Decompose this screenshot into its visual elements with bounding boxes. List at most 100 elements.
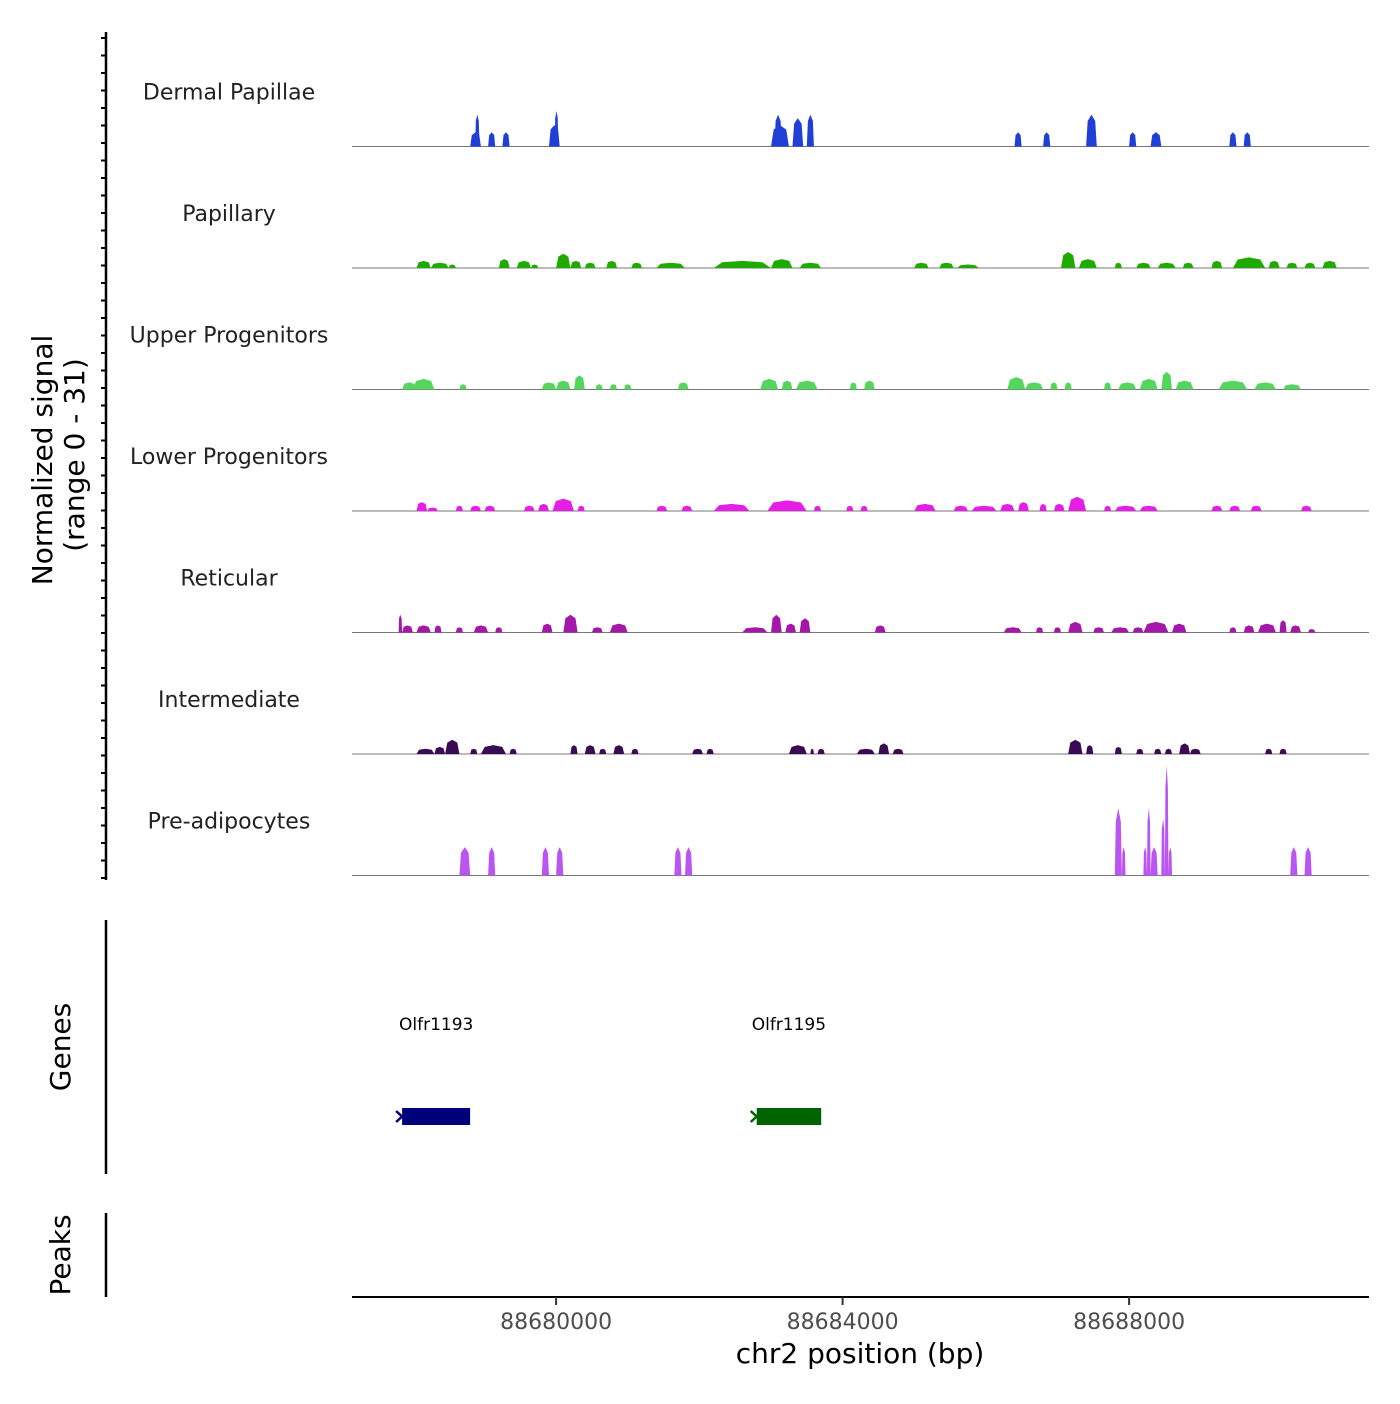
signal-peak [713,260,771,268]
signal-peak [416,748,435,754]
signal-peak [1078,259,1097,268]
signal-peak [971,505,997,511]
signal-peak [488,847,496,876]
signal-peak [484,505,496,511]
gene-strand-arrow [395,1110,404,1123]
signal-peak [563,614,578,633]
signal-peak [799,262,822,268]
signal-peak [1025,382,1044,390]
signal-peak [1304,847,1312,876]
signal-peak [455,627,463,633]
genes-panel-label: Genes [44,1003,77,1091]
signal-peak [398,614,403,633]
signal-peak [1136,748,1144,754]
signal-peak [1114,808,1122,876]
signal-peak [516,260,531,268]
track-papillary: Papillary [182,202,1369,269]
signal-peak [796,380,818,390]
signal-peak [1111,627,1130,633]
y-axis-title: Normalized signal (range 0 - 31) [26,335,91,586]
signal-peak [609,384,617,390]
signal-peak [1118,382,1137,390]
signal-peak [1143,847,1147,876]
signal-peak [470,505,481,511]
gene-label: Olfr1195 [752,1015,826,1035]
signal-peak [556,847,564,876]
signal-peak [509,748,517,754]
signal-peak [459,847,471,876]
signal-peak [1000,503,1015,511]
signal-peak [556,253,571,268]
signal-peak [488,132,496,147]
signal-peak [1268,260,1280,268]
signal-peak [1064,382,1072,390]
signal-peak [613,745,625,754]
signal-peak [577,505,585,511]
signal-peak [1114,746,1122,754]
signal-peak [781,380,793,390]
signal-peak [914,503,936,511]
signal-peak [473,625,489,633]
signal-peak [1003,627,1022,633]
signal-peak [874,625,886,633]
signal-peak [570,260,582,268]
signal-peak [774,114,782,147]
signal-peak [554,111,559,147]
signal-peak [1232,257,1266,268]
signal-peak [502,132,510,147]
signal-peak [570,745,578,754]
signal-peak [1168,847,1172,876]
signal-peak [860,505,868,511]
signal-peak [1043,132,1051,147]
signal-peak [1290,847,1298,876]
signal-peak [495,627,503,633]
gene-strand-arrow [749,1110,759,1123]
signal-peak [531,264,539,268]
signal-peak [1143,621,1169,633]
signal-peak [445,739,460,754]
track-dermal-papillae: Dermal Papillae [143,81,1369,147]
signal-peak [1172,623,1187,633]
signal-peak [1211,505,1223,511]
signal-peak [416,260,431,268]
signal-peak [1190,748,1201,754]
signal-peak [1132,627,1144,633]
signal-peak [1182,262,1194,268]
signal-peak [1157,262,1176,268]
signal-peak [760,378,779,390]
signal-peak [1068,621,1083,633]
peaks-panel: Peaks [44,1213,108,1297]
track-label: Lower Progenitors [130,445,328,470]
signal-peak [1229,505,1241,511]
signal-peak [1114,505,1137,511]
signal-peak [475,114,480,147]
x-axis-tick-label: 88688000 [1073,1310,1185,1335]
signal-peak [1014,132,1022,147]
signal-peak [541,623,553,633]
signal-peak [498,259,510,268]
signal-peak [892,748,904,754]
signal-peak [448,264,456,268]
x-axis-title: chr2 position (bp) [736,1337,985,1370]
signal-peak [914,262,929,268]
track-reticular: Reticular [180,567,1369,633]
track-pre-adipocytes: Pre-adipocytes [148,765,1369,876]
signal-peak [1161,818,1165,876]
signal-peak [1150,132,1162,147]
x-axis: 88680000 88684000 88688000 [352,1296,1369,1335]
signal-peak [434,625,442,633]
signal-peak [1136,262,1151,268]
signal-peak [856,748,875,754]
signal-peak [538,503,549,511]
signal-peak [1061,252,1076,268]
signal-peak [1290,625,1301,633]
signal-peak [1304,262,1316,268]
y-axis-title-line1: Normalized signal [26,335,59,586]
signal-peak [767,500,807,511]
signal-peak [1104,382,1112,390]
signal-peak [1018,502,1029,511]
signal-peak [1053,503,1065,511]
signal-peak [1039,503,1047,511]
track-label: Reticular [180,567,278,592]
